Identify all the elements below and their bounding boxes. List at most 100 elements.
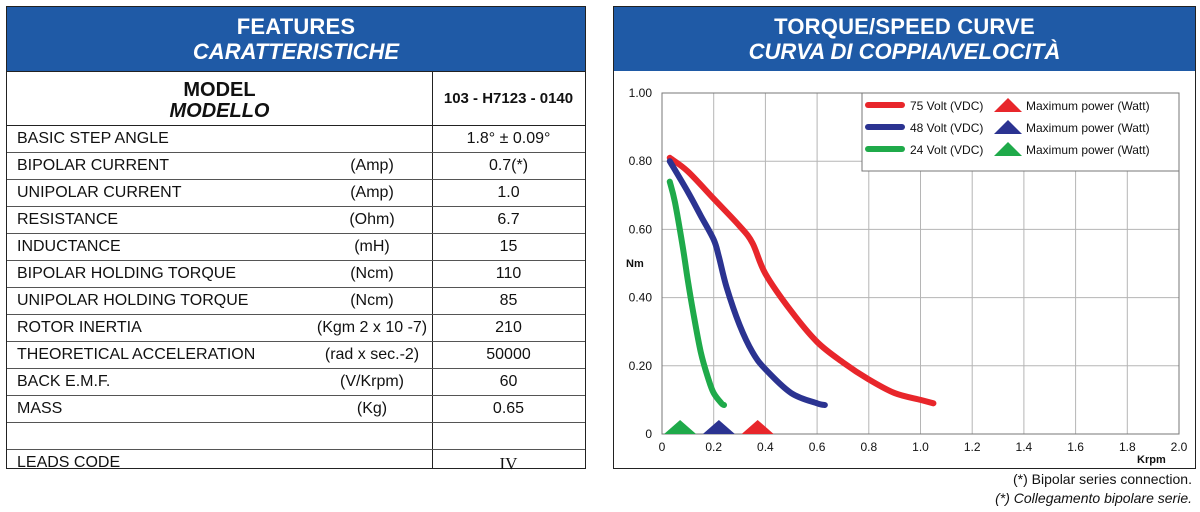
legend-marker-label: Maximum power (Watt) bbox=[1026, 121, 1150, 135]
spec-row: THEORETICAL ACCELERATION (rad x sec.-2) 50… bbox=[7, 342, 585, 369]
x-tick-label: 1.4 bbox=[1016, 440, 1033, 454]
spec-value: 1.8° ± 0.09° bbox=[466, 130, 551, 147]
x-tick-label: 2.0 bbox=[1171, 440, 1188, 454]
legend-box bbox=[861, 92, 1180, 172]
features-title-italian: CARATTERISTICHE bbox=[192, 39, 400, 64]
spec-name: THEORETICAL ACCELERATION bbox=[17, 346, 256, 363]
y-tick-label: 0 bbox=[645, 427, 652, 441]
spec-name: UNIPOLAR CURRENT bbox=[17, 184, 182, 201]
spec-row: BACK E.M.F. (V/Krpm) 60 bbox=[7, 369, 585, 396]
legend-label: 75 Volt (VDC) bbox=[910, 99, 983, 113]
chart-svg: 0 0.20 0.40 0.60 0.80 1.00 0 0.2 0.4 0.6 0.8 1.0 1.2… bbox=[626, 86, 1188, 466]
spec-value: IV bbox=[499, 454, 518, 473]
footnote-it: (*) Collegamento bipolare serie. bbox=[995, 490, 1192, 506]
model-label: MODEL MODELLO bbox=[7, 80, 432, 122]
x-tick-label: 1.2 bbox=[964, 440, 981, 454]
spec-unit: (Kgm 2 x 10 -7) bbox=[316, 319, 428, 336]
spec-unit: (mH) bbox=[354, 238, 390, 255]
spec-row: LEADS CODE IV bbox=[7, 450, 585, 477]
spec-name: INDUCTANCE bbox=[17, 238, 121, 255]
spec-value: 1.0 bbox=[497, 184, 520, 201]
curve-panel: TORQUE/SPEED CURVE CURVA DI COPPIA/VELOC… bbox=[613, 6, 1196, 469]
model-label-it: MODELLO bbox=[169, 100, 270, 122]
spec-value: 15 bbox=[499, 238, 518, 255]
x-axis-label: Krpm bbox=[1137, 454, 1166, 466]
y-tick-label: 0.40 bbox=[629, 291, 653, 305]
spec-name: MASS bbox=[17, 400, 63, 417]
x-tick-label: 1.0 bbox=[912, 440, 929, 454]
x-tick-label: 0.8 bbox=[860, 440, 877, 454]
torque-speed-chart: 0 0.20 0.40 0.60 0.80 1.00 0 0.2 0.4 0.6 0.8 1.0 1.2… bbox=[614, 71, 1195, 468]
spec-name: ROTOR INERTIA bbox=[17, 319, 142, 336]
spec-row: BIPOLAR HOLDING TORQUE (Ncm) 110 bbox=[7, 261, 585, 288]
spec-unit: (Ncm) bbox=[350, 265, 394, 282]
spec-name: RESISTANCE bbox=[17, 211, 119, 228]
legend-marker-label: Maximum power (Watt) bbox=[1026, 99, 1150, 113]
spec-value: 6.7 bbox=[497, 211, 520, 228]
spec-value: 210 bbox=[495, 319, 522, 336]
spec-name: BIPOLAR HOLDING TORQUE bbox=[17, 265, 237, 282]
spec-row: UNIPOLAR HOLDING TORQUE (Ncm) 85 bbox=[7, 288, 585, 315]
features-title: FEATURES bbox=[236, 14, 356, 39]
series-line bbox=[666, 178, 728, 409]
spec-table: BASIC STEP ANGLE 1.8° ± 0.09° BIPOLAR CURR… bbox=[7, 126, 585, 477]
y-tick-label: 0.60 bbox=[629, 222, 653, 236]
legend-marker bbox=[994, 120, 1022, 134]
spec-name: LEADS CODE bbox=[17, 454, 121, 471]
spec-value: 85 bbox=[499, 292, 518, 309]
spec-unit: (Ohm) bbox=[349, 211, 395, 228]
spec-unit: (Ncm) bbox=[350, 292, 394, 309]
spec-name: BIPOLAR CURRENT bbox=[17, 157, 170, 174]
spec-value: 0.65 bbox=[492, 400, 525, 417]
legend-marker bbox=[994, 142, 1022, 156]
y-tick-label: 0.80 bbox=[629, 154, 653, 168]
legend-marker-label: Maximum power (Watt) bbox=[1026, 143, 1150, 157]
features-header: FEATURES CARATTERISTICHE bbox=[7, 7, 585, 71]
spec-row: ROTOR INERTIA (Kgm 2 x 10 -7) 210 bbox=[7, 315, 585, 342]
column-divider bbox=[432, 71, 433, 468]
features-panel: FEATURES CARATTERISTICHE MODEL MODELLO 1… bbox=[6, 6, 586, 473]
spec-row: UNIPOLAR CURRENT (Amp) 1.0 bbox=[7, 180, 585, 207]
max-power-marker bbox=[664, 420, 697, 434]
x-tick-label: 1.8 bbox=[1119, 440, 1136, 454]
model-value: 103 - H7123 - 0140 bbox=[443, 90, 574, 107]
spec-unit: (Kg) bbox=[356, 400, 388, 417]
series-line bbox=[666, 158, 828, 409]
curve-title: TORQUE/SPEED CURVE bbox=[774, 14, 1035, 39]
x-tick-label: 0.2 bbox=[705, 440, 722, 454]
spec-value: 110 bbox=[495, 265, 522, 282]
model-label-en: MODEL bbox=[183, 79, 256, 101]
legend-marker bbox=[994, 98, 1022, 112]
spec-row: MASS (Kg) 0.65 bbox=[7, 396, 585, 423]
spec-unit: (V/Krpm) bbox=[340, 373, 404, 390]
spec-name: BASIC STEP ANGLE bbox=[17, 130, 169, 147]
spec-row: INDUCTANCE (mH) 15 bbox=[7, 234, 585, 261]
curve-header: TORQUE/SPEED CURVE CURVA DI COPPIA/VELOC… bbox=[614, 7, 1195, 71]
curve-title-italian: CURVA DI COPPIA/VELOCITÀ bbox=[748, 39, 1061, 64]
y-tick-label: 1.00 bbox=[629, 86, 653, 100]
spec-row: BIPOLAR CURRENT (Amp) 0.7(*) bbox=[7, 153, 585, 180]
x-tick-label: 1.6 bbox=[1067, 440, 1084, 454]
spec-unit: (Amp) bbox=[350, 157, 394, 174]
x-tick-label: 0.6 bbox=[809, 440, 826, 454]
y-tick-label: 0.20 bbox=[629, 359, 653, 373]
spec-name: BACK E.M.F. bbox=[17, 373, 111, 390]
spec-value: 60 bbox=[499, 373, 518, 390]
series-line bbox=[666, 154, 937, 407]
footnote-en: (*) Bipolar series connection. bbox=[1013, 471, 1192, 487]
spec-unit: (rad x sec.-2) bbox=[324, 346, 420, 363]
spec-row bbox=[7, 423, 585, 450]
max-power-marker bbox=[741, 420, 774, 434]
legend-label: 24 Volt (VDC) bbox=[910, 143, 983, 157]
spec-value: 50000 bbox=[486, 346, 531, 363]
x-tick-label: 0 bbox=[659, 440, 666, 454]
x-tick-label: 0.4 bbox=[757, 440, 774, 454]
spec-value: 0.7(*) bbox=[488, 157, 529, 174]
spec-unit: (Amp) bbox=[350, 184, 394, 201]
spec-row: RESISTANCE (Ohm) 6.7 bbox=[7, 207, 585, 234]
model-row: MODEL MODELLO 103 - H7123 - 0140 bbox=[7, 71, 585, 126]
max-power-marker bbox=[702, 420, 735, 434]
spec-name: UNIPOLAR HOLDING TORQUE bbox=[17, 292, 249, 309]
legend-label: 48 Volt (VDC) bbox=[910, 121, 983, 135]
y-axis-label: Nm bbox=[626, 258, 644, 270]
